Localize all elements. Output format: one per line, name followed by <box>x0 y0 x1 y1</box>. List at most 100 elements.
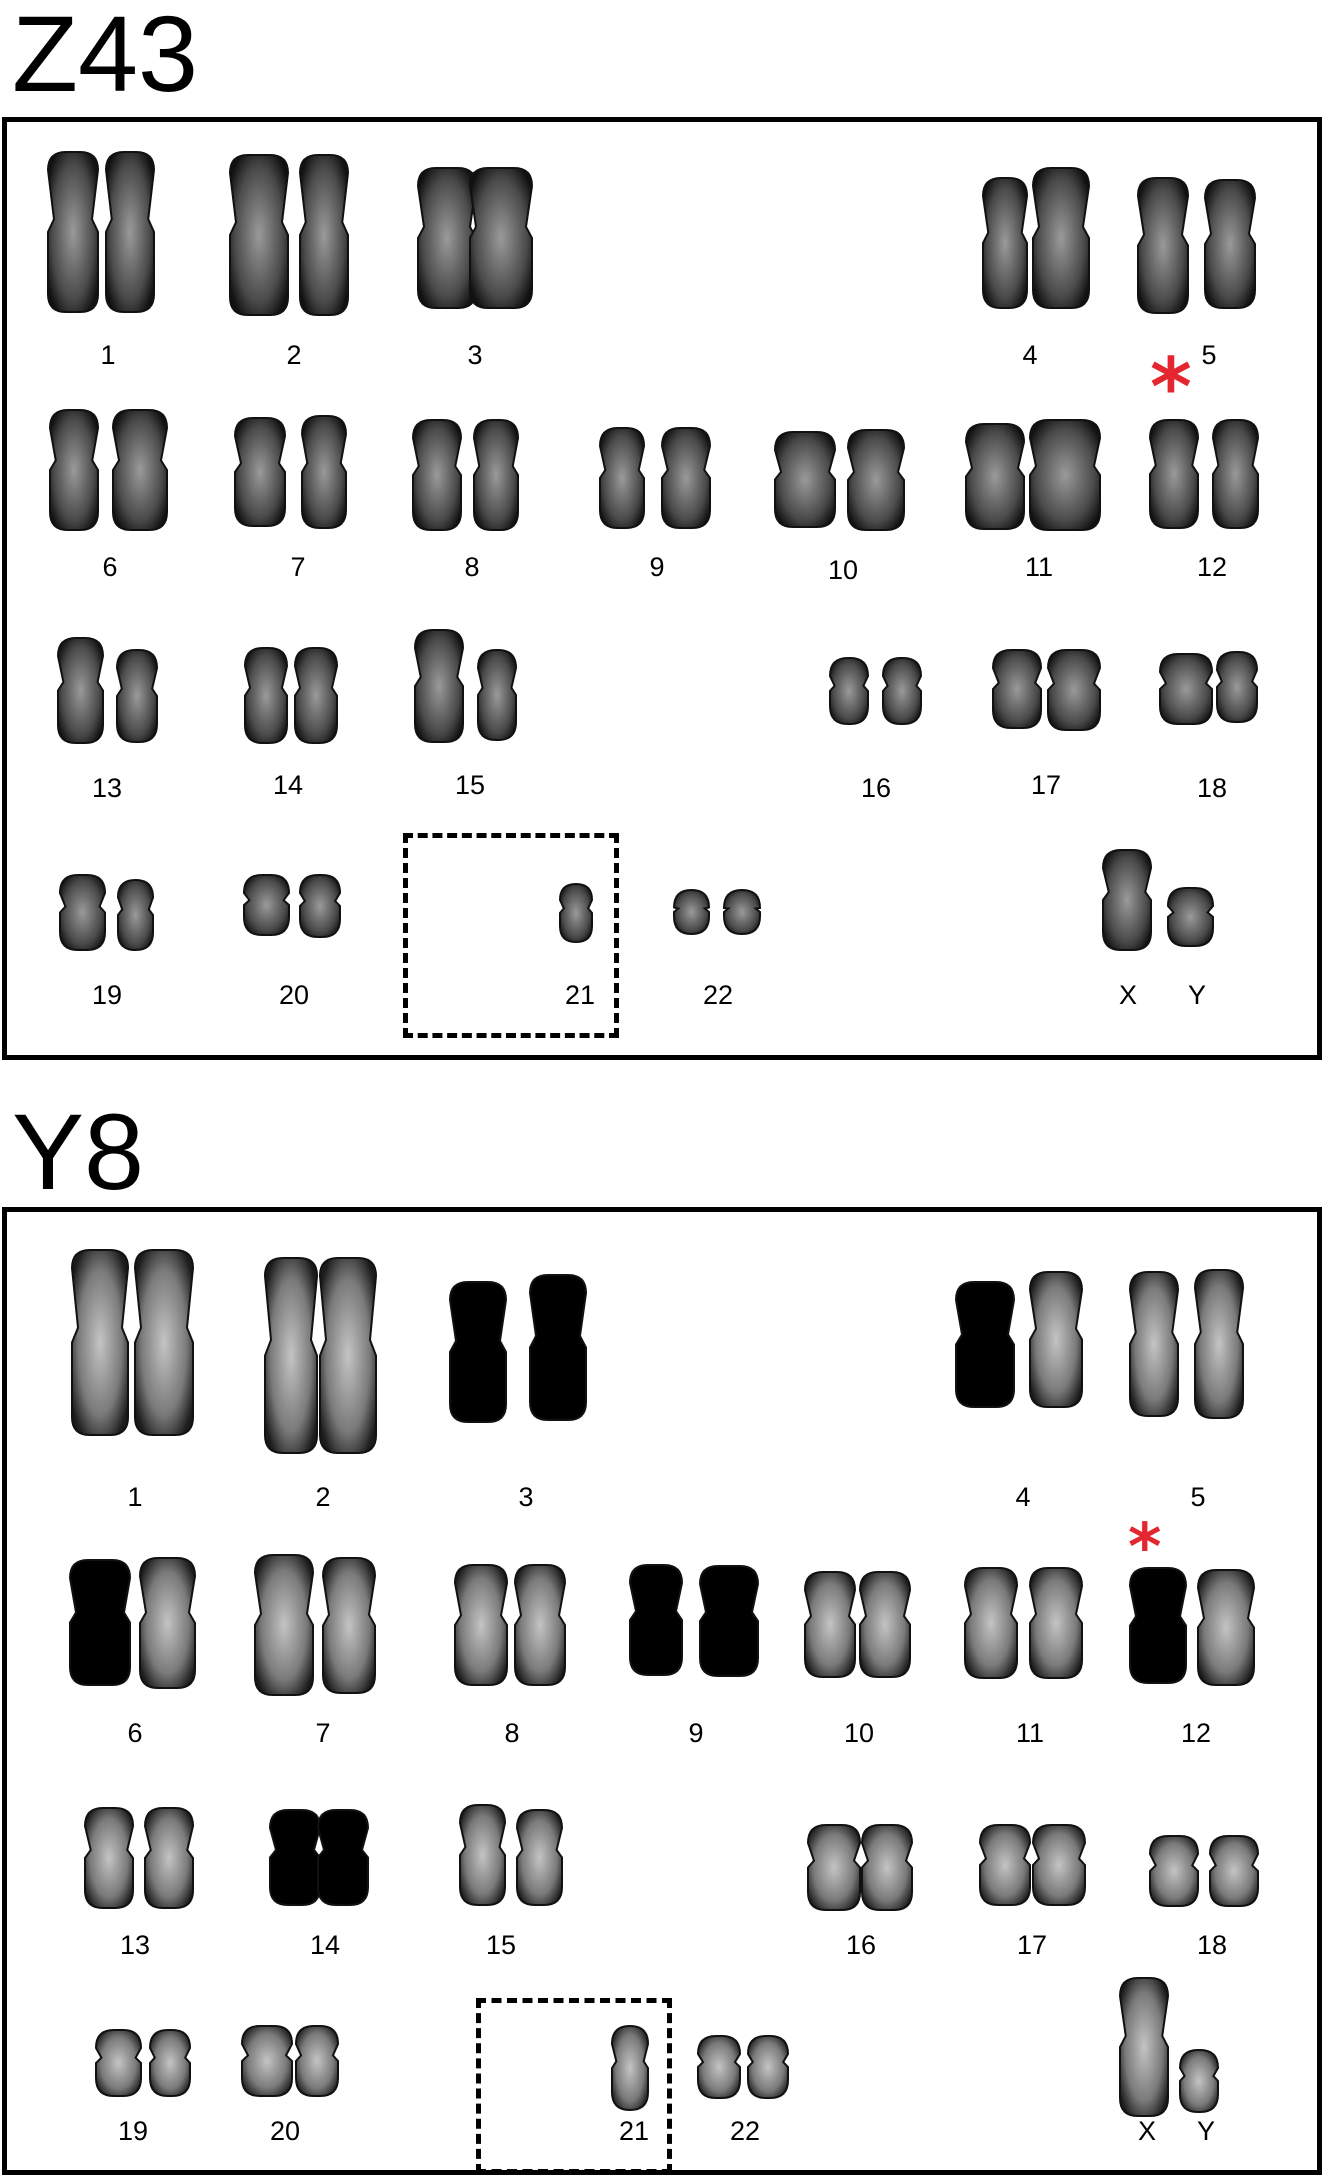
chromosome-label: 7 <box>290 552 306 582</box>
panel-title-z43: Z43 <box>12 0 199 114</box>
chromosome-label: 4 <box>1022 340 1038 370</box>
chromosome-shape <box>1028 1567 1084 1679</box>
chromosome-shape <box>411 419 463 531</box>
chromosome-label: 18 <box>1196 773 1228 803</box>
chromosome-shape <box>416 167 478 309</box>
chromosome-shape <box>860 1824 914 1911</box>
chromosome-shape <box>243 647 289 744</box>
chromosome-shape <box>476 649 518 741</box>
chromosome-shape <box>528 1274 588 1421</box>
chromosome-shape <box>293 647 339 744</box>
chromosome-shape <box>318 1257 378 1454</box>
chromosome-label: 10 <box>827 555 859 585</box>
chromosome-shape <box>858 1571 912 1678</box>
chromosome-shape <box>233 417 287 527</box>
chromosome-shape <box>1031 167 1091 309</box>
chromosome-shape <box>240 2025 294 2097</box>
chromosome-shape <box>321 1557 377 1694</box>
asterisk-marker-icon: * <box>1150 341 1192 434</box>
chromosome-shape <box>298 874 342 938</box>
chromosome-shape <box>448 1281 508 1423</box>
chromosome-label: 17 <box>1030 770 1062 800</box>
chromosome-shape <box>981 177 1029 309</box>
chromosome-shape <box>806 1824 862 1911</box>
chromosome-label: 2 <box>315 1482 331 1512</box>
chromosome-shape <box>56 637 105 744</box>
chromosome-shape <box>558 882 594 944</box>
chromosome-shape <box>1166 887 1215 947</box>
chromosome-shape <box>138 1557 197 1689</box>
chromosome-shape <box>1196 1569 1256 1686</box>
chromosome-label: 12 <box>1180 1718 1212 1748</box>
chromosome-shape <box>83 1807 135 1909</box>
chromosome-shape <box>468 167 534 309</box>
chromosome-label: 22 <box>702 980 734 1010</box>
chromosome-label: 7 <box>315 1718 331 1748</box>
chromosome-shape <box>1178 2049 1220 2113</box>
chromosome-shape <box>698 1565 760 1677</box>
chromosome-label: 6 <box>102 552 118 582</box>
chromosome-shape <box>263 1257 319 1454</box>
chromosome-label: 5 <box>1190 1482 1206 1512</box>
chromosome-shape <box>963 1567 1019 1679</box>
chromosome-shape <box>828 657 870 725</box>
chromosome-shape <box>513 1564 567 1686</box>
chromosome-shape <box>672 888 711 936</box>
chromosome-shape <box>954 1281 1016 1408</box>
chromosome-shape <box>1028 1271 1084 1408</box>
chromosome-shape <box>111 409 169 531</box>
chromosome-label: 9 <box>649 552 665 582</box>
chromosome-shape <box>1203 179 1257 309</box>
chromosome-shape <box>660 427 712 529</box>
chromosome-shape <box>1148 419 1200 529</box>
chromosome-shape <box>1101 849 1153 951</box>
chromosome-shape <box>228 154 290 316</box>
chromosome-shape <box>1208 1835 1260 1907</box>
chromosome-shape <box>773 431 837 528</box>
chromosome-label: 9 <box>688 1718 704 1748</box>
chromosome-shape <box>46 151 100 313</box>
missing-chromosome-21-box <box>476 1998 672 2174</box>
chromosome-shape <box>628 1564 684 1676</box>
chromosome-label: 13 <box>91 773 123 803</box>
chromosome-shape <box>1046 649 1102 731</box>
chromosome-shape <box>978 1824 1032 1906</box>
chromosome-shape <box>115 649 159 743</box>
chromosome-label: Y <box>1187 980 1206 1010</box>
chromosome-shape <box>746 2035 790 2099</box>
chromosome-label: 13 <box>119 1930 151 1960</box>
chromosome-shape <box>1211 419 1260 529</box>
chromosome-label: X <box>1137 2116 1156 2146</box>
chromosome-shape <box>58 874 107 951</box>
chromosome-shape <box>1128 1271 1180 1417</box>
chromosome-shape <box>453 1564 509 1686</box>
chromosome-label: 8 <box>464 552 480 582</box>
chromosome-label: 21 <box>618 2116 650 2146</box>
chromosome-label: 11 <box>1015 1718 1045 1748</box>
chromosome-shape <box>458 1804 507 1906</box>
chromosome-shape <box>696 2035 742 2099</box>
chromosome-label: 21 <box>564 980 596 1010</box>
chromosome-shape <box>104 151 156 313</box>
chromosome-label: 8 <box>504 1718 520 1748</box>
karyotype-panel-z43 <box>2 117 1322 1060</box>
chromosome-shape <box>722 888 762 936</box>
chromosome-label: 20 <box>278 980 310 1010</box>
chromosome-shape <box>881 657 923 725</box>
chromosome-shape <box>991 649 1043 729</box>
chromosome-shape <box>70 1249 130 1436</box>
chromosome-shape <box>1193 1269 1245 1419</box>
chromosome-shape <box>294 2025 340 2097</box>
chromosome-shape <box>148 2029 192 2097</box>
chromosome-label: 16 <box>860 773 892 803</box>
chromosome-shape <box>268 1809 322 1906</box>
chromosome-label: 19 <box>91 980 123 1010</box>
chromosome-shape <box>610 2024 650 2112</box>
chromosome-label: 19 <box>117 2116 149 2146</box>
chromosome-label: 14 <box>309 1930 341 1960</box>
chromosome-label: 3 <box>467 340 483 370</box>
chromosome-label: 20 <box>269 2116 301 2146</box>
chromosome-label: X <box>1118 980 1137 1010</box>
chromosome-label: 6 <box>127 1718 143 1748</box>
chromosome-shape <box>300 415 348 529</box>
